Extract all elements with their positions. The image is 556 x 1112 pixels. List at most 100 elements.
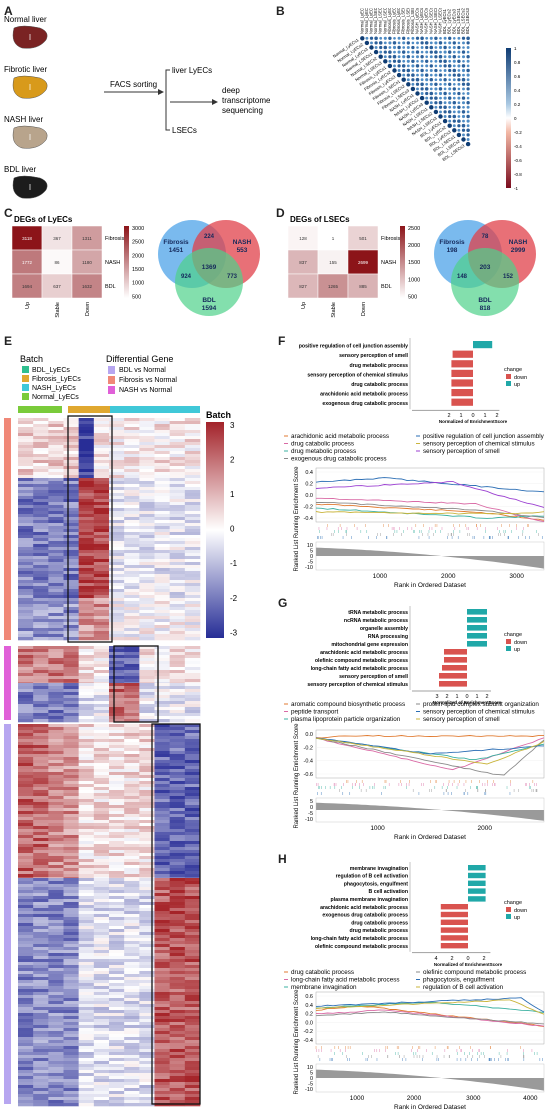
- heat-stripe: [124, 881, 140, 885]
- bar-x-tick: 2: [485, 694, 488, 700]
- heat-stripe: [184, 484, 201, 488]
- heat-cell: [41, 273, 73, 299]
- corr-col-label: NASH_LSECs1: [428, 8, 433, 34]
- heat-stripe: [63, 724, 79, 728]
- rank-x-label: Rank in Ordered Dataset: [394, 1104, 466, 1111]
- heat-stripe: [139, 772, 155, 776]
- heat-stripe: [139, 914, 155, 918]
- heat-stripe: [18, 1022, 34, 1026]
- heat-stripe: [48, 562, 64, 566]
- heat-stripe: [48, 917, 64, 921]
- heat-stripe: [93, 829, 110, 833]
- gsea-legend-label: phagocytosis, engulfment: [423, 977, 495, 984]
- heat-stripe: [93, 1058, 110, 1062]
- heat-stripe: [124, 439, 140, 443]
- heat-stripe: [48, 778, 64, 782]
- heat-stripe: [184, 454, 201, 458]
- heat-stripe: [154, 502, 170, 506]
- corr-dot: [452, 64, 456, 68]
- heat-stripe: [169, 805, 186, 809]
- heat-stripe: [139, 613, 155, 617]
- heat-stripe: [169, 1094, 186, 1098]
- heat-stripe: [48, 760, 64, 764]
- heat-stripe: [48, 899, 64, 903]
- heat-stripe: [78, 625, 95, 629]
- heat-stripe: [78, 1067, 95, 1071]
- heat-stripe: [93, 1097, 110, 1101]
- heat-stripe: [139, 695, 155, 699]
- heat-stripe: [78, 757, 95, 761]
- corr-dot: [365, 36, 369, 40]
- heat-stripe: [33, 628, 49, 632]
- heat-stripe: [63, 472, 79, 476]
- heat-stripe: [48, 769, 64, 773]
- heat-cell: [41, 249, 73, 275]
- heat-stripe: [139, 932, 155, 936]
- heat-stripe: [124, 1064, 140, 1068]
- heat-stripe: [154, 661, 170, 665]
- heat-stripe: [169, 532, 186, 536]
- heat-stripe: [124, 481, 140, 485]
- corr-dot: [457, 45, 461, 50]
- bar-term-label: plasma membrane invagination: [330, 897, 408, 903]
- heat-stripe: [93, 989, 110, 993]
- heat-stripe: [78, 418, 95, 422]
- heat-stripe: [48, 775, 64, 779]
- heat-stripe: [93, 838, 110, 842]
- rank-y-tick: -10: [305, 565, 313, 571]
- heat-stripe: [78, 1079, 95, 1083]
- heat-stripe: [109, 796, 125, 800]
- heat-stripe: [169, 893, 186, 897]
- heat-stripe: [154, 466, 170, 470]
- heat-stripe: [48, 1046, 64, 1050]
- seq-line-1: deep: [222, 86, 240, 95]
- heat-stripe: [139, 598, 155, 602]
- corr-dot: [370, 41, 373, 45]
- heat-stripe: [154, 670, 170, 674]
- heat-value: 86: [54, 260, 60, 265]
- heat-stripe: [184, 556, 201, 560]
- heat-cell: [287, 249, 319, 275]
- corr-dot: [452, 78, 456, 82]
- corr-dot: [452, 100, 457, 105]
- heat-stripe: [48, 1070, 64, 1074]
- heat-stripe: [18, 1052, 34, 1056]
- heat-stripe: [63, 847, 79, 851]
- heat-stripe: [109, 871, 125, 875]
- corr-dot: [438, 78, 443, 82]
- heat-stripe: [124, 820, 140, 824]
- heat-stripe: [124, 544, 140, 548]
- heat-stripe: [33, 1007, 49, 1011]
- heat-stripe: [154, 619, 170, 623]
- corr-dot: [402, 59, 406, 63]
- heat-scale-tick: 1000: [408, 277, 420, 283]
- corr-scale-tick: -0.8: [514, 172, 522, 177]
- heat-stripe: [33, 820, 49, 824]
- heat-stripe: [109, 695, 125, 699]
- corr-dot: [457, 50, 461, 54]
- bar-up: [467, 617, 487, 623]
- heat-stripe: [124, 853, 140, 857]
- heat-stripe: [124, 511, 140, 515]
- heat-value: 1632: [82, 284, 93, 289]
- heat-stripe: [184, 941, 201, 945]
- heat-stripe: [63, 1019, 79, 1023]
- corr-dot: [434, 50, 438, 54]
- rank-x-tick: 1000: [350, 1095, 365, 1102]
- heat-stripe: [169, 941, 186, 945]
- heat-cell: [71, 249, 103, 275]
- heat-stripe: [18, 595, 34, 599]
- corr-dot: [462, 87, 465, 91]
- heat-stripe: [109, 941, 125, 945]
- heat-stripe: [63, 745, 79, 749]
- heat-value: 3118: [22, 236, 32, 241]
- heat-stripe: [33, 727, 49, 731]
- heat-stripe: [78, 532, 95, 536]
- heat-stripe: [78, 689, 95, 693]
- heat-value: 1311: [82, 236, 92, 241]
- heat-stripe: [78, 679, 95, 683]
- heat-stripe: [169, 505, 186, 509]
- heat-stripe: [63, 439, 79, 443]
- heat-stripe: [48, 1100, 64, 1104]
- heat-stripe: [139, 923, 155, 927]
